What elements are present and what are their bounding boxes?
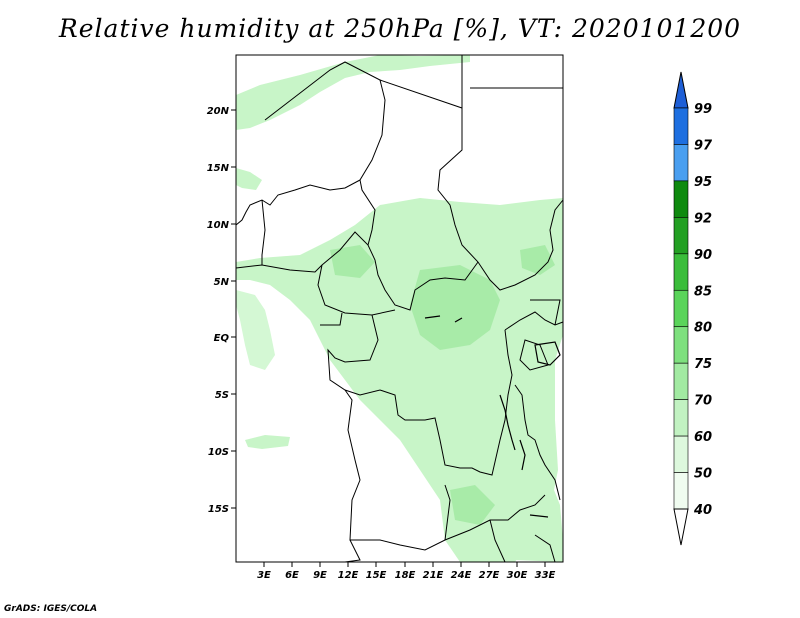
colorbar-level-label: 92	[694, 211, 712, 226]
lon-label: 33E	[535, 570, 556, 581]
colorbar-level-label: 40	[693, 503, 712, 518]
border-14	[489, 519, 506, 563]
colorbar-segment	[673, 180, 689, 218]
colorbar-level-label: 50	[694, 467, 712, 482]
lat-label: 10N	[207, 220, 230, 231]
colorbar-segment	[673, 399, 689, 437]
lon-label: 18E	[395, 570, 416, 581]
colorbar-level-label: 99	[694, 102, 712, 117]
humidity-field	[236, 55, 563, 562]
lon-label: 12E	[338, 570, 359, 581]
colorbar-segment	[673, 472, 689, 510]
lake-tanganyika	[499, 394, 516, 451]
colorbar: 99 97 95 92 90 85 80 75 70 60 50 40	[673, 71, 713, 546]
border-9	[504, 311, 564, 331]
lat-label: 15S	[208, 504, 229, 515]
colorbar-segment	[673, 217, 689, 255]
lat-label: 15N	[207, 163, 230, 174]
colorbar-segment	[673, 144, 689, 182]
map-title: Relative humidity at 250hPa [%], VT: 202…	[58, 14, 742, 43]
country-borders	[235, 55, 564, 563]
border-13	[534, 534, 556, 563]
lat-label: 20N	[207, 106, 230, 117]
border-16	[261, 199, 266, 265]
border-17	[344, 539, 361, 563]
lake-malawi	[519, 439, 526, 471]
colorbar-segment	[673, 107, 689, 145]
colorbar-level-label: 70	[694, 394, 712, 409]
colorbar-segments	[673, 107, 689, 510]
field-north	[236, 55, 470, 130]
lon-label: 27E	[479, 570, 500, 581]
colorbar-level-label: 85	[694, 284, 712, 299]
map-frame	[235, 54, 564, 563]
colorbar-segment	[673, 362, 689, 400]
field-south-east	[515, 480, 563, 562]
border-11	[344, 389, 546, 551]
colorbar-segment	[673, 326, 689, 364]
lakes	[424, 315, 561, 518]
field-northwest-patch	[236, 168, 262, 190]
lake-small-1	[424, 315, 441, 319]
colorbar-level-label: 60	[694, 430, 712, 445]
colorbar-level-label: 90	[694, 248, 712, 263]
lon-label: 9E	[313, 570, 327, 581]
field-south-patch	[245, 435, 290, 449]
lat-label: 10S	[208, 447, 229, 458]
colorbar-level-label: 97	[694, 138, 713, 153]
colorbar-level-label: 95	[694, 175, 712, 190]
border-6	[317, 264, 396, 316]
lake-small-3	[529, 514, 549, 518]
border-3	[437, 108, 564, 291]
field-dark-1	[410, 265, 500, 350]
colorbar-level-label: 75	[694, 357, 712, 372]
colorbar-level-label: 80	[694, 321, 712, 336]
border-12	[444, 484, 451, 541]
colorbar-segment	[673, 435, 689, 473]
lat-tick-labels: 20N 15N 10N 5N EQ 5S 10S 15S	[207, 106, 230, 515]
field-dark-3	[330, 245, 375, 278]
lon-tick-labels: 3E 6E 9E 12E 15E 18E 21E 24E 27E 30E 33E	[257, 570, 555, 581]
lon-label: 3E	[257, 570, 271, 581]
border-15	[235, 179, 361, 226]
lon-label: 21E	[423, 570, 444, 581]
lon-label: 6E	[285, 570, 299, 581]
lat-axis	[231, 109, 236, 509]
border-10	[514, 384, 561, 501]
colorbar-bottom-arrow	[673, 508, 689, 546]
lake-small-2	[454, 317, 463, 323]
lon-axis	[263, 562, 546, 567]
field-west-patch	[236, 290, 275, 370]
border-5	[235, 231, 479, 311]
colorbar-labels: 99 97 95 92 90 85 80 75 70 60 50 40	[693, 102, 713, 518]
lake-victoria	[534, 341, 561, 366]
humidity-field-dark	[330, 245, 555, 525]
border-8	[327, 314, 513, 476]
lat-label: 5N	[214, 277, 230, 288]
colorbar-top-arrow	[673, 71, 689, 109]
field-dark-2	[520, 245, 555, 275]
colorbar-segment	[673, 253, 689, 291]
colorbar-segment	[673, 289, 689, 328]
border-1	[264, 61, 386, 246]
lat-label: 5S	[215, 390, 229, 401]
lon-label: 24E	[451, 570, 472, 581]
lat-label: EQ	[214, 333, 230, 344]
field-dark-4	[450, 485, 495, 525]
grads-credit: GrADS: IGES/COLA	[4, 604, 98, 614]
border-7	[320, 312, 343, 326]
lon-label: 15E	[366, 570, 387, 581]
lon-label: 30E	[507, 570, 528, 581]
field-central	[236, 198, 563, 562]
